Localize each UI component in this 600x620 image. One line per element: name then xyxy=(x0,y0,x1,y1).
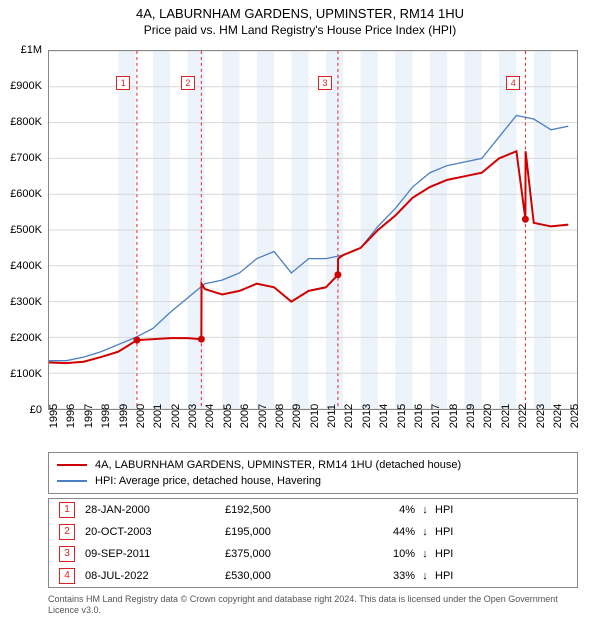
tx-number: 2 xyxy=(59,524,75,540)
x-axis-label: 2002 xyxy=(170,404,182,428)
transaction-row: 4 08-JUL-2022£530,00033%↓HPI xyxy=(49,565,577,587)
tx-price: £530,000 xyxy=(225,570,345,582)
x-axis-label: 2023 xyxy=(535,404,547,428)
marker-label: 1 xyxy=(116,76,130,90)
y-axis-label: £400K xyxy=(10,260,42,272)
x-axis-label: 2000 xyxy=(135,404,147,428)
x-axis-label: 2005 xyxy=(222,404,234,428)
x-axis-label: 2001 xyxy=(152,404,164,428)
tx-price: £375,000 xyxy=(225,548,345,560)
tx-number: 3 xyxy=(59,546,75,562)
y-axis-label: £200K xyxy=(10,332,42,344)
x-axis-label: 2010 xyxy=(309,404,321,428)
y-axis-label: £900K xyxy=(10,80,42,92)
chart-subtitle: Price paid vs. HM Land Registry's House … xyxy=(0,21,600,37)
down-arrow-icon: ↓ xyxy=(415,504,435,516)
tx-number: 4 xyxy=(59,568,75,584)
marker-label: 2 xyxy=(181,76,195,90)
y-axis-label: £700K xyxy=(10,152,42,164)
y-axis-label: £800K xyxy=(10,116,42,128)
x-axis-label: 2007 xyxy=(257,404,269,428)
marker-label: 3 xyxy=(318,76,332,90)
y-axis-label: £300K xyxy=(10,296,42,308)
transaction-row: 3 09-SEP-2011£375,00010%↓HPI xyxy=(49,543,577,565)
x-axis-label: 1996 xyxy=(65,404,77,428)
footer-note: Contains HM Land Registry data © Crown c… xyxy=(48,594,578,616)
tx-date: 28-JAN-2000 xyxy=(85,504,225,516)
transaction-row: 1 28-JAN-2000£192,5004%↓HPI xyxy=(49,499,577,521)
legend: 4A, LABURNHAM GARDENS, UPMINSTER, RM14 1… xyxy=(48,452,578,494)
x-axis-label: 2021 xyxy=(500,404,512,428)
x-axis-label: 2022 xyxy=(517,404,529,428)
tx-date: 09-SEP-2011 xyxy=(85,548,225,560)
legend-item: 4A, LABURNHAM GARDENS, UPMINSTER, RM14 1… xyxy=(57,457,569,473)
marker-label: 4 xyxy=(506,76,520,90)
legend-label: HPI: Average price, detached house, Have… xyxy=(95,475,321,487)
tx-percent: 4% xyxy=(345,504,415,516)
down-arrow-icon: ↓ xyxy=(415,570,435,582)
x-axis-label: 2004 xyxy=(204,404,216,428)
legend-swatch xyxy=(57,464,87,466)
y-axis-label: £0 xyxy=(30,404,42,416)
chart-container: 4A, LABURNHAM GARDENS, UPMINSTER, RM14 1… xyxy=(0,0,600,620)
x-axis-label: 2014 xyxy=(378,404,390,428)
down-arrow-icon: ↓ xyxy=(415,548,435,560)
tx-hpi-label: HPI xyxy=(435,570,475,582)
x-axis-label: 2024 xyxy=(552,404,564,428)
x-axis-label: 2013 xyxy=(361,404,373,428)
x-axis-label: 1995 xyxy=(48,404,60,428)
legend-label: 4A, LABURNHAM GARDENS, UPMINSTER, RM14 1… xyxy=(95,459,461,471)
y-axis-label: £1M xyxy=(21,44,42,56)
y-axis-label: £500K xyxy=(10,224,42,236)
chart-title: 4A, LABURNHAM GARDENS, UPMINSTER, RM14 1… xyxy=(0,0,600,21)
x-axis-label: 2003 xyxy=(187,404,199,428)
transactions-table: 128-JAN-2000£192,5004%↓HPI220-OCT-2003£1… xyxy=(48,498,578,588)
tx-percent: 10% xyxy=(345,548,415,560)
x-axis-label: 2009 xyxy=(291,404,303,428)
legend-item: HPI: Average price, detached house, Have… xyxy=(57,473,569,489)
x-axis-label: 2016 xyxy=(413,404,425,428)
tx-hpi-label: HPI xyxy=(435,504,475,516)
x-axis-label: 1997 xyxy=(83,404,95,428)
tx-percent: 44% xyxy=(345,526,415,538)
tx-date: 08-JUL-2022 xyxy=(85,570,225,582)
tx-price: £195,000 xyxy=(225,526,345,538)
chart-plot xyxy=(48,50,578,410)
x-axis-label: 2012 xyxy=(343,404,355,428)
x-axis-label: 2019 xyxy=(465,404,477,428)
chart-area: £0£100K£200K£300K£400K£500K£600K£700K£80… xyxy=(48,50,578,410)
x-axis-label: 2017 xyxy=(430,404,442,428)
tx-hpi-label: HPI xyxy=(435,548,475,560)
x-axis-label: 1999 xyxy=(118,404,130,428)
x-axis-label: 2025 xyxy=(569,404,581,428)
x-axis-label: 2008 xyxy=(274,404,286,428)
x-axis-label: 2011 xyxy=(326,404,338,428)
y-axis-label: £100K xyxy=(10,368,42,380)
tx-hpi-label: HPI xyxy=(435,526,475,538)
tx-percent: 33% xyxy=(345,570,415,582)
tx-date: 20-OCT-2003 xyxy=(85,526,225,538)
y-axis-label: £600K xyxy=(10,188,42,200)
transaction-row: 2 20-OCT-2003£195,00044%↓HPI xyxy=(49,521,577,543)
tx-price: £192,500 xyxy=(225,504,345,516)
x-axis-label: 2006 xyxy=(239,404,251,428)
legend-swatch xyxy=(57,480,87,482)
x-axis-label: 1998 xyxy=(100,404,112,428)
x-axis-label: 2018 xyxy=(448,404,460,428)
x-axis-label: 2020 xyxy=(482,404,494,428)
tx-number: 1 xyxy=(59,502,75,518)
down-arrow-icon: ↓ xyxy=(415,526,435,538)
x-axis-label: 2015 xyxy=(396,404,408,428)
